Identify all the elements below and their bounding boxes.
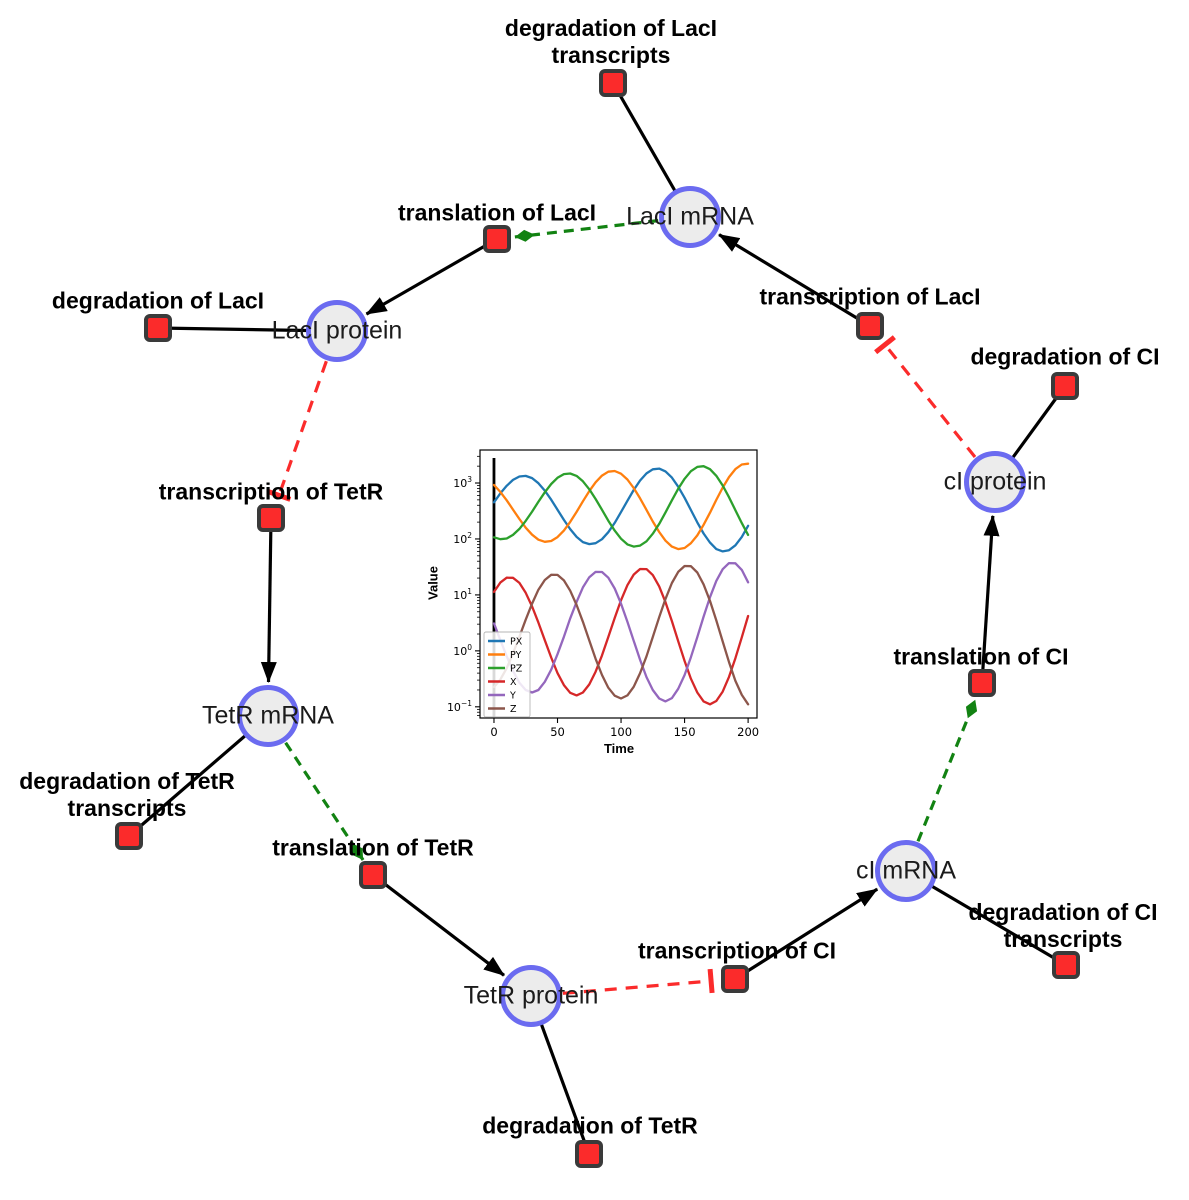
edge-inhibition-laci-protein--transcription-of-tetr — [266, 360, 328, 502]
reaction-node-degradation-of-tetr — [575, 1140, 603, 1168]
legend-label-Z: Z — [510, 704, 517, 715]
y-tick-label: 100 — [453, 643, 472, 658]
species-label-laci-protein: LacI protein — [271, 316, 403, 345]
reaction-label-translation-of-ci: translation of CI — [893, 643, 1069, 670]
chart-legend — [483, 631, 531, 718]
reaction-label-degradation-of-laci-transcripts: degradation of LacI transcripts — [504, 15, 718, 68]
y-tick-label: 101 — [453, 587, 472, 602]
series-line-PX — [492, 467, 750, 553]
edge-inhibition-ci-protein--transcription-of-laci — [874, 335, 977, 459]
reaction-node-degradation-of-laci — [144, 314, 172, 342]
species-label-tetr-mrna: TetR mRNA — [202, 701, 334, 730]
legend-label-PY: PY — [510, 650, 522, 661]
reaction-label-degradation-of-laci: degradation of LacI — [51, 287, 265, 314]
edge-production-transcription-of-laci--laci-mrna — [718, 233, 871, 328]
edge-production-transcription-of-ci--ci-mrna — [734, 887, 879, 981]
x-tick-label: 0 — [490, 725, 497, 739]
x-tick-label: 200 — [737, 725, 759, 739]
edge-inhibition-tetr-protein--transcription-of-ci — [562, 968, 715, 995]
chart-svg: 0 50 100 150 200 10−1 100 101 102 103 PX PY PZ XYZ — [447, 449, 759, 739]
legend-label-PX: PX — [510, 637, 523, 648]
reaction-node-translation-of-ci — [968, 669, 996, 697]
y-axis-title: Value — [425, 566, 441, 600]
species-node-ci-mrna — [875, 840, 937, 902]
species-label-ci-protein: cI protein — [943, 467, 1047, 496]
reaction-node-degradation-of-tetr-transcripts — [115, 822, 143, 850]
edge-catalysis-tetr-mrna--translation-of-tetr — [284, 741, 365, 861]
edge-production-translation-of-ci--ci-protein — [980, 514, 1000, 684]
x-tick-label: 100 — [610, 725, 632, 739]
reaction-node-degradation-of-ci — [1051, 372, 1079, 400]
x-axis-title: Time — [603, 741, 635, 756]
reaction-label-translation-of-laci: translation of LacI — [397, 199, 597, 226]
edge-production-transcription-of-tetr--tetr-mrna — [260, 517, 277, 684]
reaction-label-transcription-of-laci: transcription of LacI — [759, 283, 981, 310]
reaction-label-degradation-of-tetr-transcripts: degradation of TetR transcripts — [19, 768, 235, 821]
series-line-Y — [492, 561, 750, 703]
reaction-node-transcription-of-laci — [856, 312, 884, 340]
reaction-node-translation-of-laci — [483, 225, 511, 253]
series-line-Z — [492, 564, 750, 706]
reaction-node-transcription-of-tetr — [257, 504, 285, 532]
series-line-X — [492, 567, 750, 706]
species-label-tetr-protein: TetR protein — [463, 981, 599, 1010]
species-label-ci-mrna: cI mRNA — [856, 856, 956, 885]
x-tick-label: 150 — [674, 725, 696, 739]
reaction-label-transcription-of-ci: transcription of CI — [637, 937, 837, 964]
x-tick-label: 50 — [550, 725, 565, 739]
legend-label-X: X — [510, 677, 517, 688]
reaction-node-transcription-of-ci — [721, 965, 749, 993]
species-node-ci-protein — [964, 451, 1026, 513]
series-line-PY — [492, 462, 750, 551]
species-node-tetr-mrna — [237, 685, 299, 747]
reaction-label-transcription-of-tetr: transcription of TetR — [158, 478, 384, 505]
series-line-PZ — [492, 465, 750, 548]
edge-production-translation-of-laci--laci-protein — [365, 237, 498, 316]
legend-label-PZ: PZ — [510, 664, 523, 675]
reaction-label-degradation-of-tetr: degradation of TetR — [482, 1112, 698, 1139]
inset-chart: 0 50 100 150 200 10−1 100 101 102 103 PX PY PZ X Y Z — [420, 438, 772, 770]
species-node-tetr-protein — [500, 965, 562, 1027]
reaction-label-degradation-of-ci-transcripts: degradation of CI transcripts — [968, 899, 1158, 952]
plot-frame — [479, 449, 758, 719]
reaction-node-degradation-of-laci-transcripts — [599, 69, 627, 97]
reaction-node-degradation-of-ci-transcripts — [1052, 951, 1080, 979]
species-label-laci-mrna: LacI mRNA — [626, 202, 754, 231]
y-tick-label: 102 — [453, 531, 472, 546]
y-tick-label: 10−1 — [447, 699, 472, 714]
species-node-laci-mrna — [659, 186, 721, 248]
reaction-label-translation-of-tetr: translation of TetR — [272, 834, 474, 861]
reaction-node-translation-of-tetr — [359, 861, 387, 889]
legend-label-Y: Y — [509, 691, 516, 702]
edge-catalysis-laci-mrna--translation-of-laci — [514, 219, 659, 242]
edge-production-translation-of-tetr--tetr-protein — [372, 873, 505, 977]
y-tick-label: 103 — [453, 475, 472, 490]
reaction-label-degradation-of-ci: degradation of CI — [970, 343, 1160, 370]
species-node-laci-protein — [306, 300, 368, 362]
edge-catalysis-ci-mrna--translation-of-ci — [916, 699, 978, 842]
